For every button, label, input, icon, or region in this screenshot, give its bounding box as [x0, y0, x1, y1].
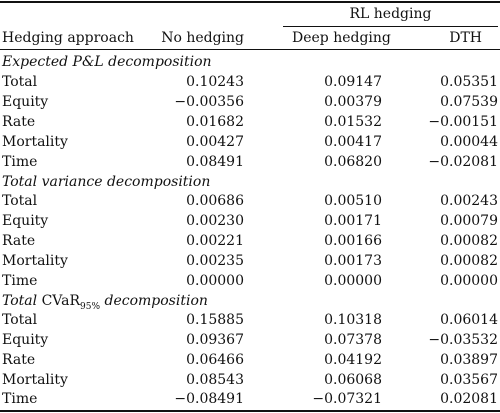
cell-dth: 0.00079: [440, 213, 498, 229]
cell-no-hedging: 0.15885: [186, 312, 244, 328]
cell-no-hedging: −0.08491: [174, 391, 244, 407]
row-label: Time: [2, 154, 38, 170]
row-label: Total: [2, 312, 38, 328]
cell-no-hedging: 0.06466: [186, 352, 244, 368]
header-hedging-approach: Hedging approach: [2, 30, 134, 46]
cell-dth: 0.03897: [440, 352, 498, 368]
row-label: Rate: [2, 233, 36, 249]
cell-deep-hedging: 0.00379: [324, 94, 382, 110]
section-title-total-variance: Total variance decomposition: [2, 174, 211, 190]
row-label: Mortality: [2, 253, 68, 269]
cell-dth: 0.00082: [440, 233, 498, 249]
cell-dth: 0.07539: [440, 94, 498, 110]
row-label: Mortality: [2, 134, 68, 150]
row-label: Total: [2, 193, 38, 209]
cell-no-hedging: −0.00356: [174, 94, 244, 110]
row-label: Equity: [2, 94, 49, 110]
section-title-cvar-level: 95%: [80, 301, 101, 312]
cell-no-hedging: 0.00221: [186, 233, 244, 249]
cell-deep-hedging: 0.00173: [324, 253, 382, 269]
cell-dth: 0.05351: [440, 74, 498, 90]
cell-deep-hedging: 0.07378: [324, 332, 382, 348]
cell-dth: 0.03567: [440, 372, 498, 388]
cell-dth: −0.02081: [428, 154, 498, 170]
row-label: Mortality: [2, 372, 68, 388]
bottom-rule: [0, 410, 500, 412]
cell-no-hedging: 0.09367: [186, 332, 244, 348]
section-title-suffix: decomposition: [100, 293, 208, 309]
cell-dth: 0.02081: [440, 391, 498, 407]
cell-deep-hedging: 0.01532: [324, 114, 382, 130]
row-label: Time: [2, 273, 38, 289]
cell-deep-hedging: 0.09147: [324, 74, 382, 90]
cell-dth: 0.06014: [440, 312, 498, 328]
cell-no-hedging: 0.00230: [186, 213, 244, 229]
cell-deep-hedging: 0.00171: [324, 213, 382, 229]
cell-no-hedging: 0.10243: [186, 74, 244, 90]
cell-deep-hedging: −0.07321: [312, 391, 382, 407]
cell-deep-hedging: 0.00166: [324, 233, 382, 249]
cell-no-hedging: 0.00000: [186, 273, 244, 289]
row-label: Total: [2, 74, 38, 90]
cell-dth: 0.00044: [440, 134, 498, 150]
section-title-cvar: CVaR: [41, 293, 81, 309]
rl-hedging-group-header: RL hedging: [349, 6, 432, 22]
section-title-total-cvar: Total CVaR95% decomposition: [2, 291, 208, 317]
cell-no-hedging: 0.08491: [186, 154, 244, 170]
cell-no-hedging: 0.08543: [186, 372, 244, 388]
row-label: Rate: [2, 114, 36, 130]
cell-no-hedging: 0.00235: [186, 253, 244, 269]
cell-deep-hedging: 0.06068: [324, 372, 382, 388]
row-label: Time: [2, 391, 38, 407]
section-title-expected-pl: Expected P&L decomposition: [2, 54, 212, 70]
top-rule: [0, 1, 500, 3]
rl-hedging-group-rule: [283, 26, 498, 27]
cell-dth: 0.00082: [440, 253, 498, 269]
row-label: Equity: [2, 213, 49, 229]
cell-no-hedging: 0.01682: [186, 114, 244, 130]
cell-deep-hedging: 0.00510: [324, 193, 382, 209]
header-no-hedging: No hedging: [161, 30, 244, 46]
cell-deep-hedging: 0.10318: [324, 312, 382, 328]
row-label: Rate: [2, 352, 36, 368]
cell-no-hedging: 0.00427: [186, 134, 244, 150]
header-dth: DTH: [449, 30, 482, 46]
header-deep-hedging: Deep hedging: [292, 30, 391, 46]
cell-deep-hedging: 0.04192: [324, 352, 382, 368]
cell-dth: −0.03532: [428, 332, 498, 348]
cell-no-hedging: 0.00686: [186, 193, 244, 209]
cell-deep-hedging: 0.00000: [324, 273, 382, 289]
cell-dth: 0.00000: [440, 273, 498, 289]
cell-deep-hedging: 0.06820: [324, 154, 382, 170]
section-title-prefix: Total: [2, 293, 42, 309]
cell-dth: 0.00243: [440, 193, 498, 209]
row-label: Equity: [2, 332, 49, 348]
header-rule: [0, 49, 500, 50]
cell-deep-hedging: 0.00417: [324, 134, 382, 150]
cell-dth: −0.00151: [428, 114, 498, 130]
